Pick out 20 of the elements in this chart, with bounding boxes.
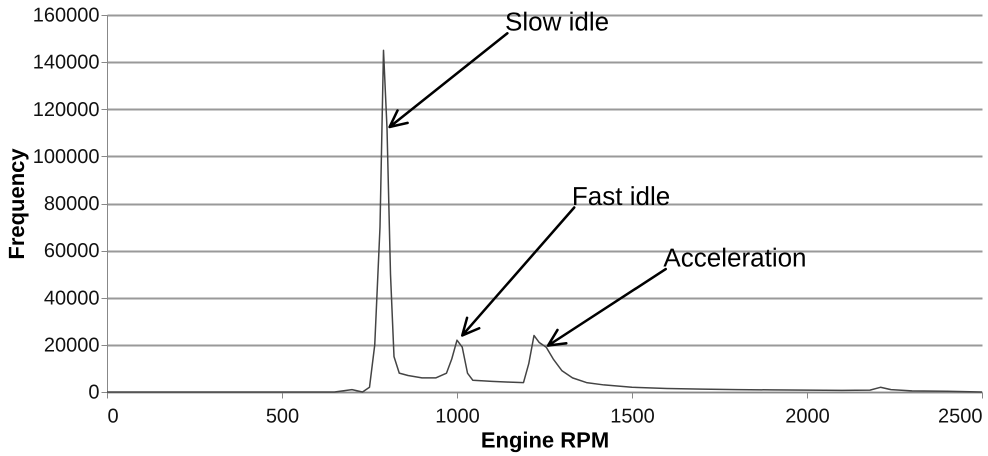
y-tick-label: 60000 bbox=[44, 240, 100, 262]
x-tick-label: 1500 bbox=[610, 406, 655, 428]
annotation: Acceleration bbox=[663, 242, 807, 272]
x-tick-label: 2000 bbox=[785, 406, 830, 428]
y-tick-label: 100000 bbox=[32, 146, 100, 168]
y-tick-label: 160000 bbox=[32, 4, 100, 26]
y-tick-label: 20000 bbox=[44, 334, 100, 356]
y-tick-label: 0 bbox=[88, 382, 100, 404]
y-axis-title: Frequency bbox=[4, 148, 29, 260]
y-tick-label: 140000 bbox=[32, 52, 100, 74]
annotation: Fast idle bbox=[572, 180, 670, 211]
y-tick-label: 80000 bbox=[44, 193, 100, 215]
x-tick-label: 0 bbox=[108, 406, 119, 428]
x-tick-label: 1000 bbox=[435, 406, 480, 428]
x-axis-title: Engine RPM bbox=[480, 428, 610, 452]
x-tick-label: 500 bbox=[266, 406, 300, 428]
annotation: Slow idle bbox=[505, 6, 610, 37]
y-tick-label: 40000 bbox=[44, 287, 100, 310]
y-tick-label: 120000 bbox=[32, 98, 100, 121]
x-tick-label: 2500 bbox=[938, 406, 982, 428]
